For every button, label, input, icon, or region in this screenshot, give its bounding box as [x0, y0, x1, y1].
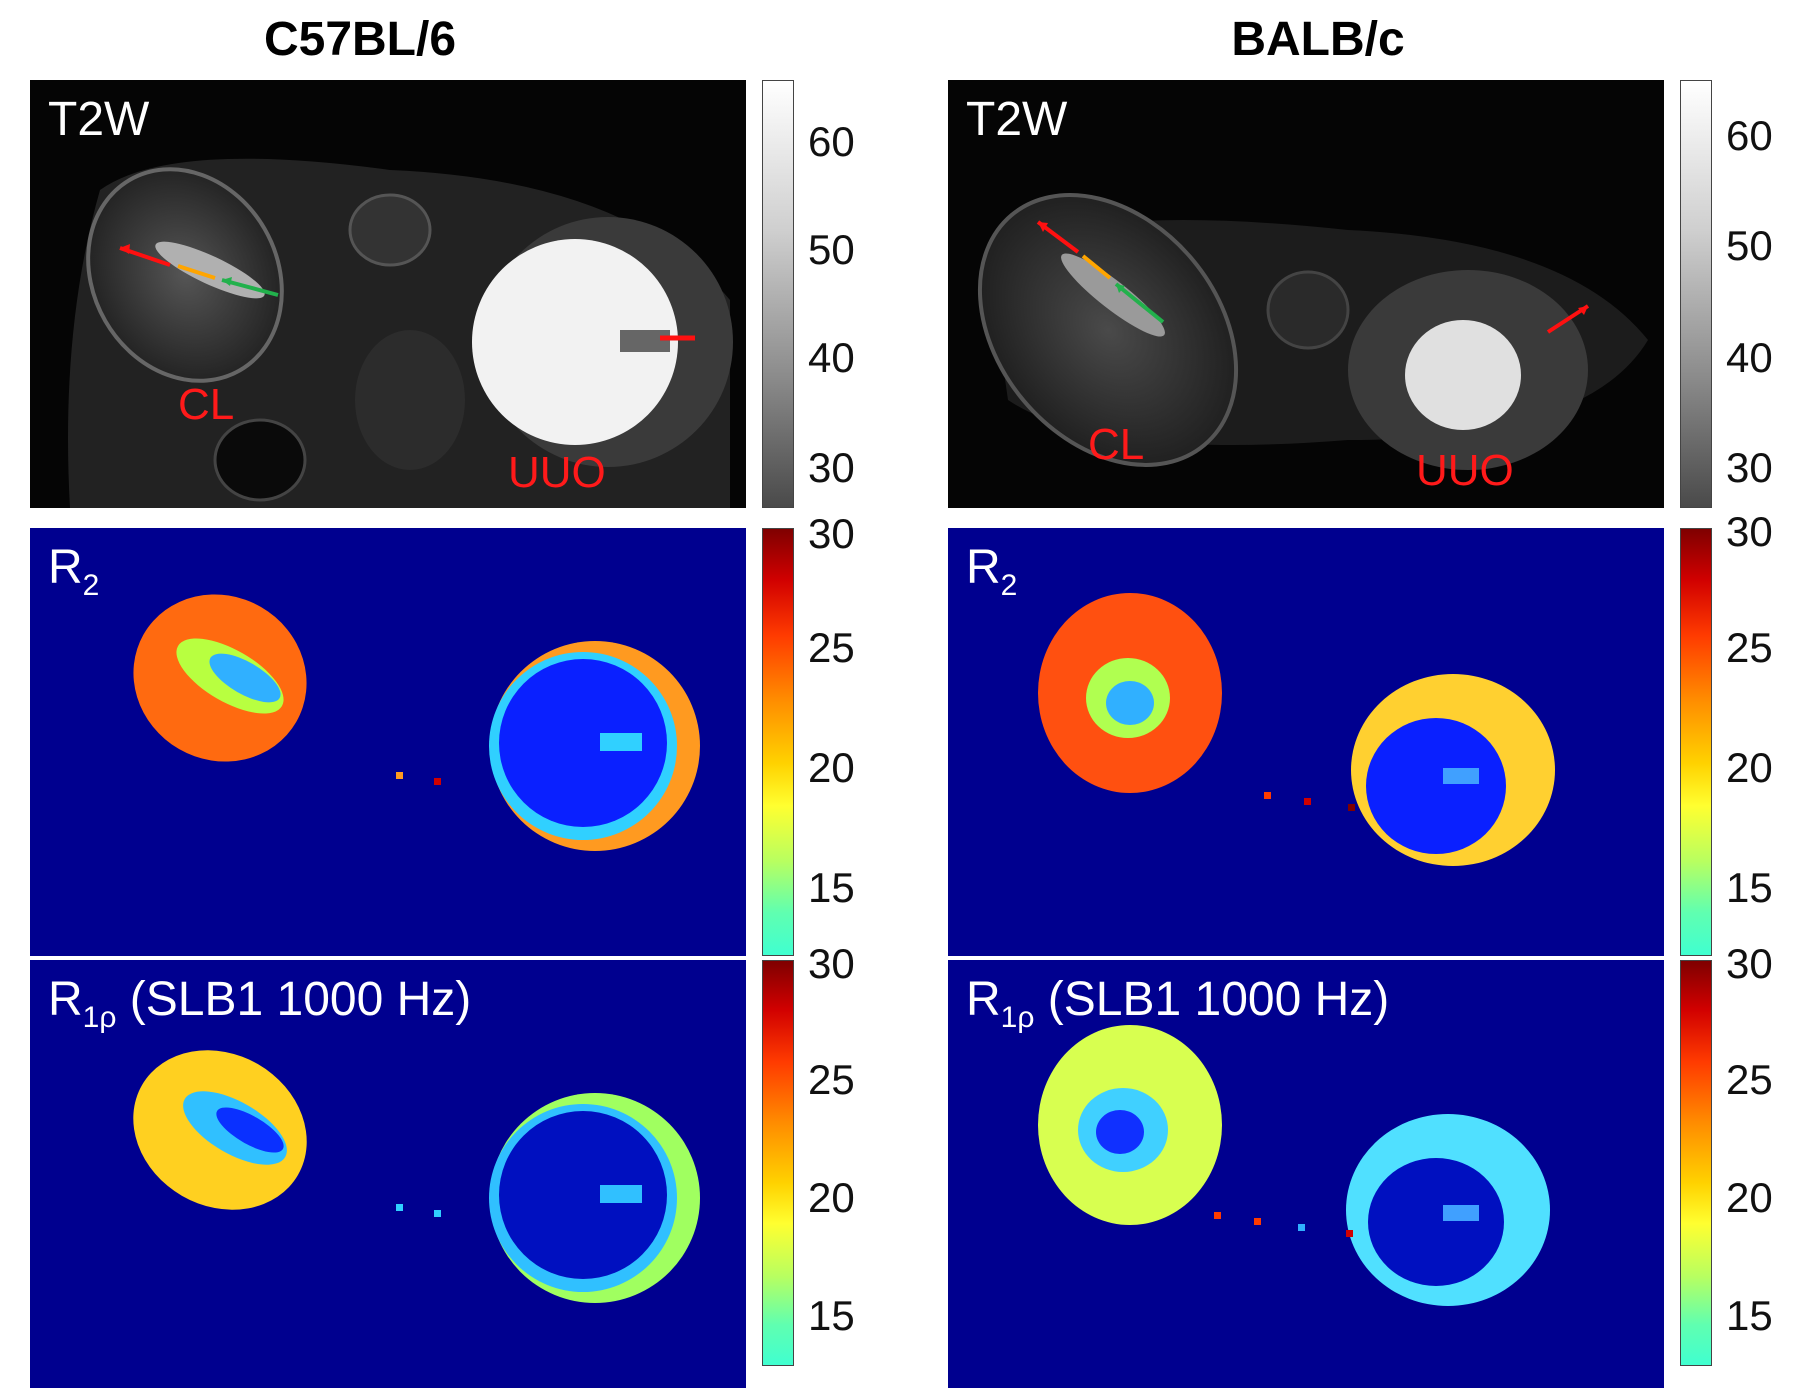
- colorbar-tick: 40: [808, 334, 855, 381]
- t2w-image-c57bl6: T2W CL UUO: [30, 80, 746, 508]
- colorbar-jet: [1680, 528, 1712, 956]
- colorbar-tick: 60: [808, 118, 855, 165]
- r2-map-balbc: R2: [948, 528, 1664, 956]
- colorbar-jet: [762, 960, 794, 1366]
- r1rho-map-graphic: [1038, 1025, 1550, 1306]
- uuo-label: UUO: [508, 448, 606, 497]
- r2-map-c57bl6: R2: [30, 528, 746, 956]
- colorbar-tick: 20: [1726, 1174, 1773, 1221]
- colorbar-tick: 25: [1726, 1056, 1773, 1103]
- colorbar-tick: 40: [1726, 334, 1773, 381]
- colorbar-tick: 25: [808, 1056, 855, 1103]
- t2w-label: T2W: [48, 93, 150, 146]
- colorbar-tick: 50: [1726, 222, 1773, 269]
- t2w-image-balbc: T2W CL UUO: [948, 80, 1664, 508]
- colorbar-tick: 15: [808, 1292, 855, 1339]
- colorbar-jet: [762, 528, 794, 956]
- t2w-anatomy-graphic: [68, 158, 733, 508]
- r1rho-label: R1ρ (SLB1 1000 Hz): [48, 973, 472, 1034]
- colorbar-tick: 20: [808, 1174, 855, 1221]
- cl-label: CL: [178, 380, 235, 429]
- colorbar-tick: 50: [808, 226, 855, 273]
- r1rho-map-c57bl6: R1ρ (SLB1 1000 Hz): [30, 960, 746, 1388]
- colorbar-tick: 30: [808, 510, 855, 557]
- colorbar-jet: [1680, 960, 1712, 1366]
- r2-label: R2: [48, 541, 100, 602]
- r2-map-graphic: [133, 594, 700, 851]
- colorbar-tick: 30: [1726, 940, 1773, 987]
- cl-label: CL: [1088, 420, 1145, 469]
- colorbar-tick: 30: [1726, 444, 1773, 491]
- column-title-balbc: BALB/c: [1231, 13, 1405, 66]
- r1rho-label: R1ρ (SLB1 1000 Hz): [966, 973, 1390, 1034]
- r2-map-graphic: [1038, 593, 1555, 866]
- uuo-label: UUO: [1416, 446, 1514, 495]
- colorbar-gray: [762, 80, 794, 508]
- colorbar-tick: 15: [1726, 864, 1773, 911]
- colorbar-tick: 30: [1726, 508, 1773, 555]
- colorbar-tick: 60: [1726, 112, 1773, 159]
- colorbar-tick: 15: [808, 864, 855, 911]
- r1rho-map-graphic: [133, 1050, 700, 1303]
- colorbar-gray: [1680, 80, 1712, 508]
- colorbar-tick: 20: [1726, 744, 1773, 791]
- r2-label: R2: [966, 541, 1018, 602]
- colorbar-tick: 25: [1726, 624, 1773, 671]
- colorbar-tick: 15: [1726, 1292, 1773, 1339]
- r1rho-map-balbc: R1ρ (SLB1 1000 Hz): [948, 960, 1664, 1388]
- t2w-label: T2W: [966, 93, 1068, 146]
- colorbar-tick: 30: [808, 444, 855, 491]
- colorbar-tick: 25: [808, 624, 855, 671]
- colorbar-tick: 30: [808, 940, 855, 987]
- colorbar-tick: 20: [808, 744, 855, 791]
- column-title-c57bl6: C57BL/6: [263, 13, 457, 66]
- t2w-anatomy-graphic: [977, 193, 1648, 470]
